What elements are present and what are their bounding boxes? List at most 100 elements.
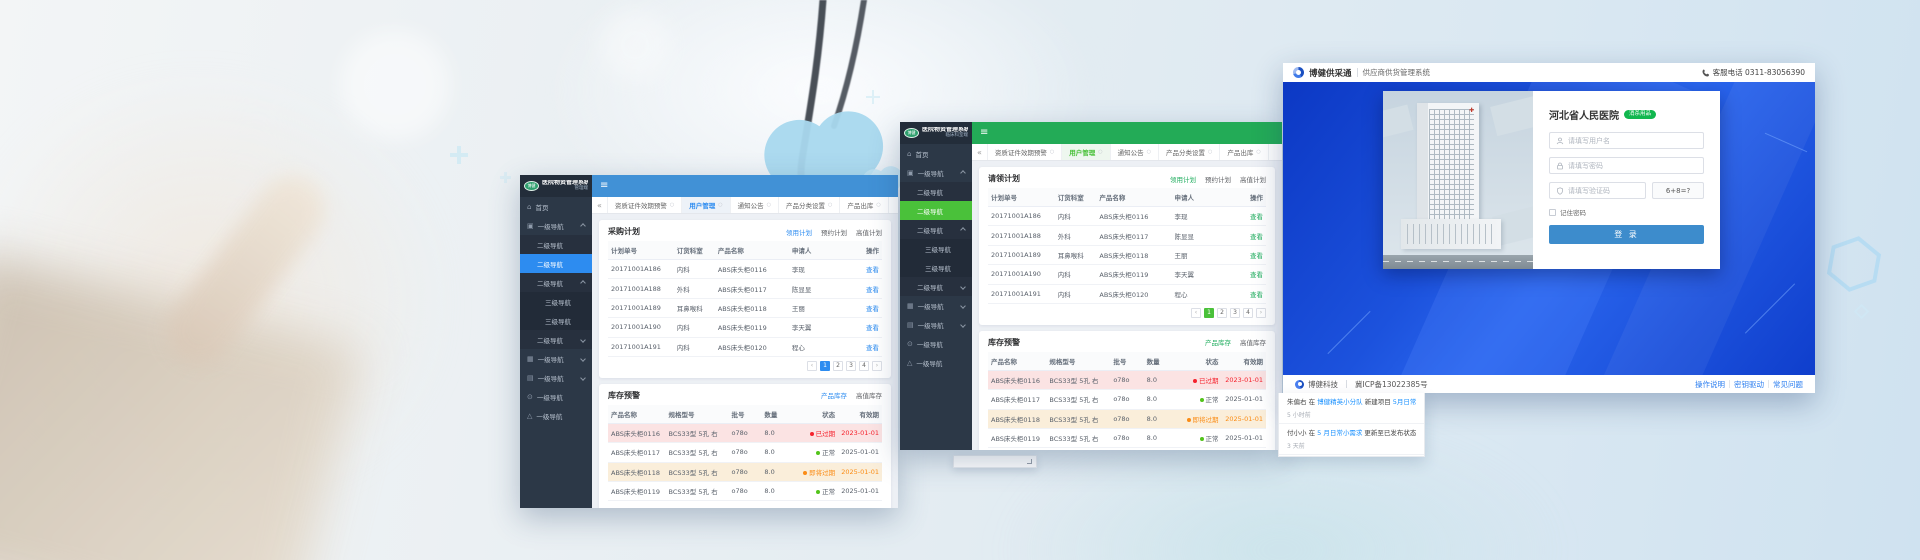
pagination-page[interactable]: 3 — [1230, 307, 1240, 318]
building-block — [1490, 95, 1533, 137]
captcha-input[interactable] — [1568, 186, 1639, 195]
footer-link-faq[interactable]: 常见问题 — [1773, 379, 1803, 389]
footer-link-key-driver[interactable]: 密钥驱动 — [1734, 379, 1764, 389]
footer-link-manual[interactable]: 操作说明 — [1695, 379, 1725, 389]
tab-item[interactable]: 资质证件效期预警 ○ — [608, 197, 683, 213]
card-header-link[interactable]: 产品库存 — [821, 392, 847, 401]
icp-number: 冀ICP备13022385号 — [1355, 379, 1428, 389]
view-link[interactable]: 查看 — [1250, 213, 1263, 222]
sidebar-item[interactable]: 三级导航 — [900, 239, 972, 258]
view-link[interactable]: 查看 — [1250, 251, 1263, 260]
card-header-link[interactable]: 产品库存 — [1205, 339, 1231, 348]
sidebar-item[interactable]: ⊙ 一级导航 — [900, 334, 972, 353]
pagination-prev[interactable]: ‹ — [807, 360, 817, 371]
tab-item[interactable]: 产品分类设置 ○ — [1159, 144, 1221, 160]
pagination-prev[interactable]: ‹ — [1191, 307, 1201, 318]
sidebar-item[interactable]: ▦ 一级导航 — [900, 296, 972, 315]
menu-toggle-icon[interactable]: ≡ — [600, 180, 609, 191]
table-cell: 8.0 — [1143, 428, 1175, 449]
sidebar-item[interactable]: 二级导航 — [900, 277, 972, 296]
tab-label: 用户管理 — [1069, 149, 1096, 157]
sidebar-item[interactable]: 二级导航 — [520, 273, 592, 292]
username-input[interactable] — [1568, 136, 1697, 145]
pagination-page[interactable]: 4 — [1243, 307, 1253, 318]
card-header-link[interactable]: 高值计划 — [1240, 175, 1266, 184]
remember-checkbox[interactable] — [1549, 208, 1556, 216]
sidebar-item[interactable]: ⌂ 首页 — [900, 144, 972, 163]
pagination-page[interactable]: 1 — [820, 360, 830, 371]
card-header-link[interactable]: 高值库存 — [1240, 339, 1266, 348]
table-row: ABS床头柜0119 BCS33型 5孔 右 o78o 8.0 正常 2025-01-01 — [608, 481, 882, 502]
pagination-page[interactable]: 1 — [1204, 307, 1214, 318]
pagination-page[interactable]: 3 — [846, 360, 856, 371]
collapse-tabs-icon[interactable]: « — [592, 197, 608, 213]
view-link[interactable]: 查看 — [866, 304, 879, 313]
sidebar-item[interactable]: 二级导航 — [520, 254, 592, 273]
divider — [1346, 380, 1347, 388]
sidebar-item[interactable]: ▦ 一级导航 — [520, 349, 592, 368]
background-bokeh — [600, 10, 670, 80]
table-cell: 8.0 — [761, 500, 792, 508]
tab-item[interactable]: 用户管理 ○ — [682, 197, 731, 213]
pagination-page[interactable]: 4 — [859, 360, 869, 371]
captcha-code[interactable]: 6+8=? — [1652, 182, 1704, 199]
card-header-link[interactable]: 领用计划 — [1170, 175, 1196, 184]
divider — [1729, 380, 1730, 388]
table-cell: 查看 — [1229, 206, 1266, 227]
table-cell: BCS33型 5孔 右 — [1046, 447, 1111, 450]
feed-link[interactable]: 5 月日常小需求 — [1317, 428, 1363, 437]
collapse-tabs-icon[interactable]: « — [972, 144, 988, 160]
view-link[interactable]: 查看 — [1250, 232, 1263, 241]
sidebar-item[interactable]: ▤ 一级导航 — [900, 315, 972, 334]
pagination-next[interactable]: › — [1256, 307, 1266, 318]
table-row: 20171001A186 内科 ABS床头柜0116 李现 查看 — [988, 206, 1266, 227]
password-field-wrap — [1549, 157, 1704, 174]
card-header-link[interactable]: 高值计划 — [856, 228, 882, 237]
pagination-page[interactable]: 2 — [833, 360, 843, 371]
table-cell: 2025-01-01 — [1221, 409, 1266, 430]
sidebar-item-label: 二级导航 — [537, 336, 563, 345]
tab-item[interactable]: 资质证件效期预警 ○ — [988, 144, 1063, 160]
card-header-link[interactable]: 高值库存 — [856, 392, 882, 401]
sidebar-item[interactable]: ▣ 一级导航 — [900, 163, 972, 182]
sidebar-item[interactable]: 二级导航 — [520, 330, 592, 349]
menu-toggle-icon[interactable]: ≡ — [980, 127, 989, 138]
view-link[interactable]: 查看 — [1250, 290, 1263, 299]
sidebar-item[interactable]: △ 一级导航 — [520, 406, 592, 425]
sidebar-item[interactable]: △ 一级导航 — [900, 353, 972, 372]
sidebar-item[interactable]: ⌂ 首页 — [520, 197, 592, 216]
table-header-row: 产品名称 规格型号 批号 数量 状态 有效期 — [608, 404, 882, 424]
pagination-page[interactable]: 2 — [1217, 307, 1227, 318]
card-header-link[interactable]: 预约计划 — [1205, 175, 1231, 184]
tab-item[interactable]: 产品出库 ○ — [840, 197, 889, 213]
sidebar-item[interactable]: 三级导航 — [900, 258, 972, 277]
building-block — [1383, 104, 1414, 140]
tab-item[interactable]: 产品出库 ○ — [1220, 144, 1269, 160]
view-link[interactable]: 查看 — [866, 266, 879, 275]
tab-item[interactable]: 产品分类设置 ○ — [779, 197, 841, 213]
password-input[interactable] — [1568, 161, 1697, 170]
sidebar-item[interactable]: ▤ 一级导航 — [520, 368, 592, 387]
view-link[interactable]: 查看 — [866, 343, 879, 352]
feed-link[interactable]: 博健精英小分队 — [1317, 398, 1363, 406]
sidebar-item[interactable]: 二级导航 — [900, 220, 972, 239]
pagination-next[interactable]: › — [872, 360, 882, 371]
view-link[interactable]: 查看 — [866, 324, 879, 333]
sidebar-item[interactable]: 三级导航 — [520, 292, 592, 311]
sidebar-item[interactable]: ▣ 一级导航 — [520, 216, 592, 235]
tab-label: 通知公告 — [1117, 149, 1144, 157]
login-button[interactable]: 登 录 — [1549, 225, 1704, 244]
sidebar-item[interactable]: 三级导航 — [520, 311, 592, 330]
sidebar-item[interactable]: ⊙ 一级导航 — [520, 387, 592, 406]
sidebar-item[interactable]: 二级导航 — [900, 182, 972, 201]
view-link[interactable]: 查看 — [1250, 271, 1263, 280]
card-header-link[interactable]: 领用计划 — [786, 228, 812, 237]
tab-item[interactable]: 用户管理 ○ — [1062, 144, 1111, 160]
sidebar-item[interactable]: 二级导航 — [900, 201, 972, 220]
tab-item[interactable]: 通知公告 ○ — [731, 197, 780, 213]
view-link[interactable]: 查看 — [866, 285, 879, 294]
tab-item[interactable]: 通知公告 ○ — [1111, 144, 1160, 160]
sidebar-item[interactable]: 二级导航 — [520, 235, 592, 254]
card-header-link[interactable]: 预约计划 — [821, 228, 847, 237]
